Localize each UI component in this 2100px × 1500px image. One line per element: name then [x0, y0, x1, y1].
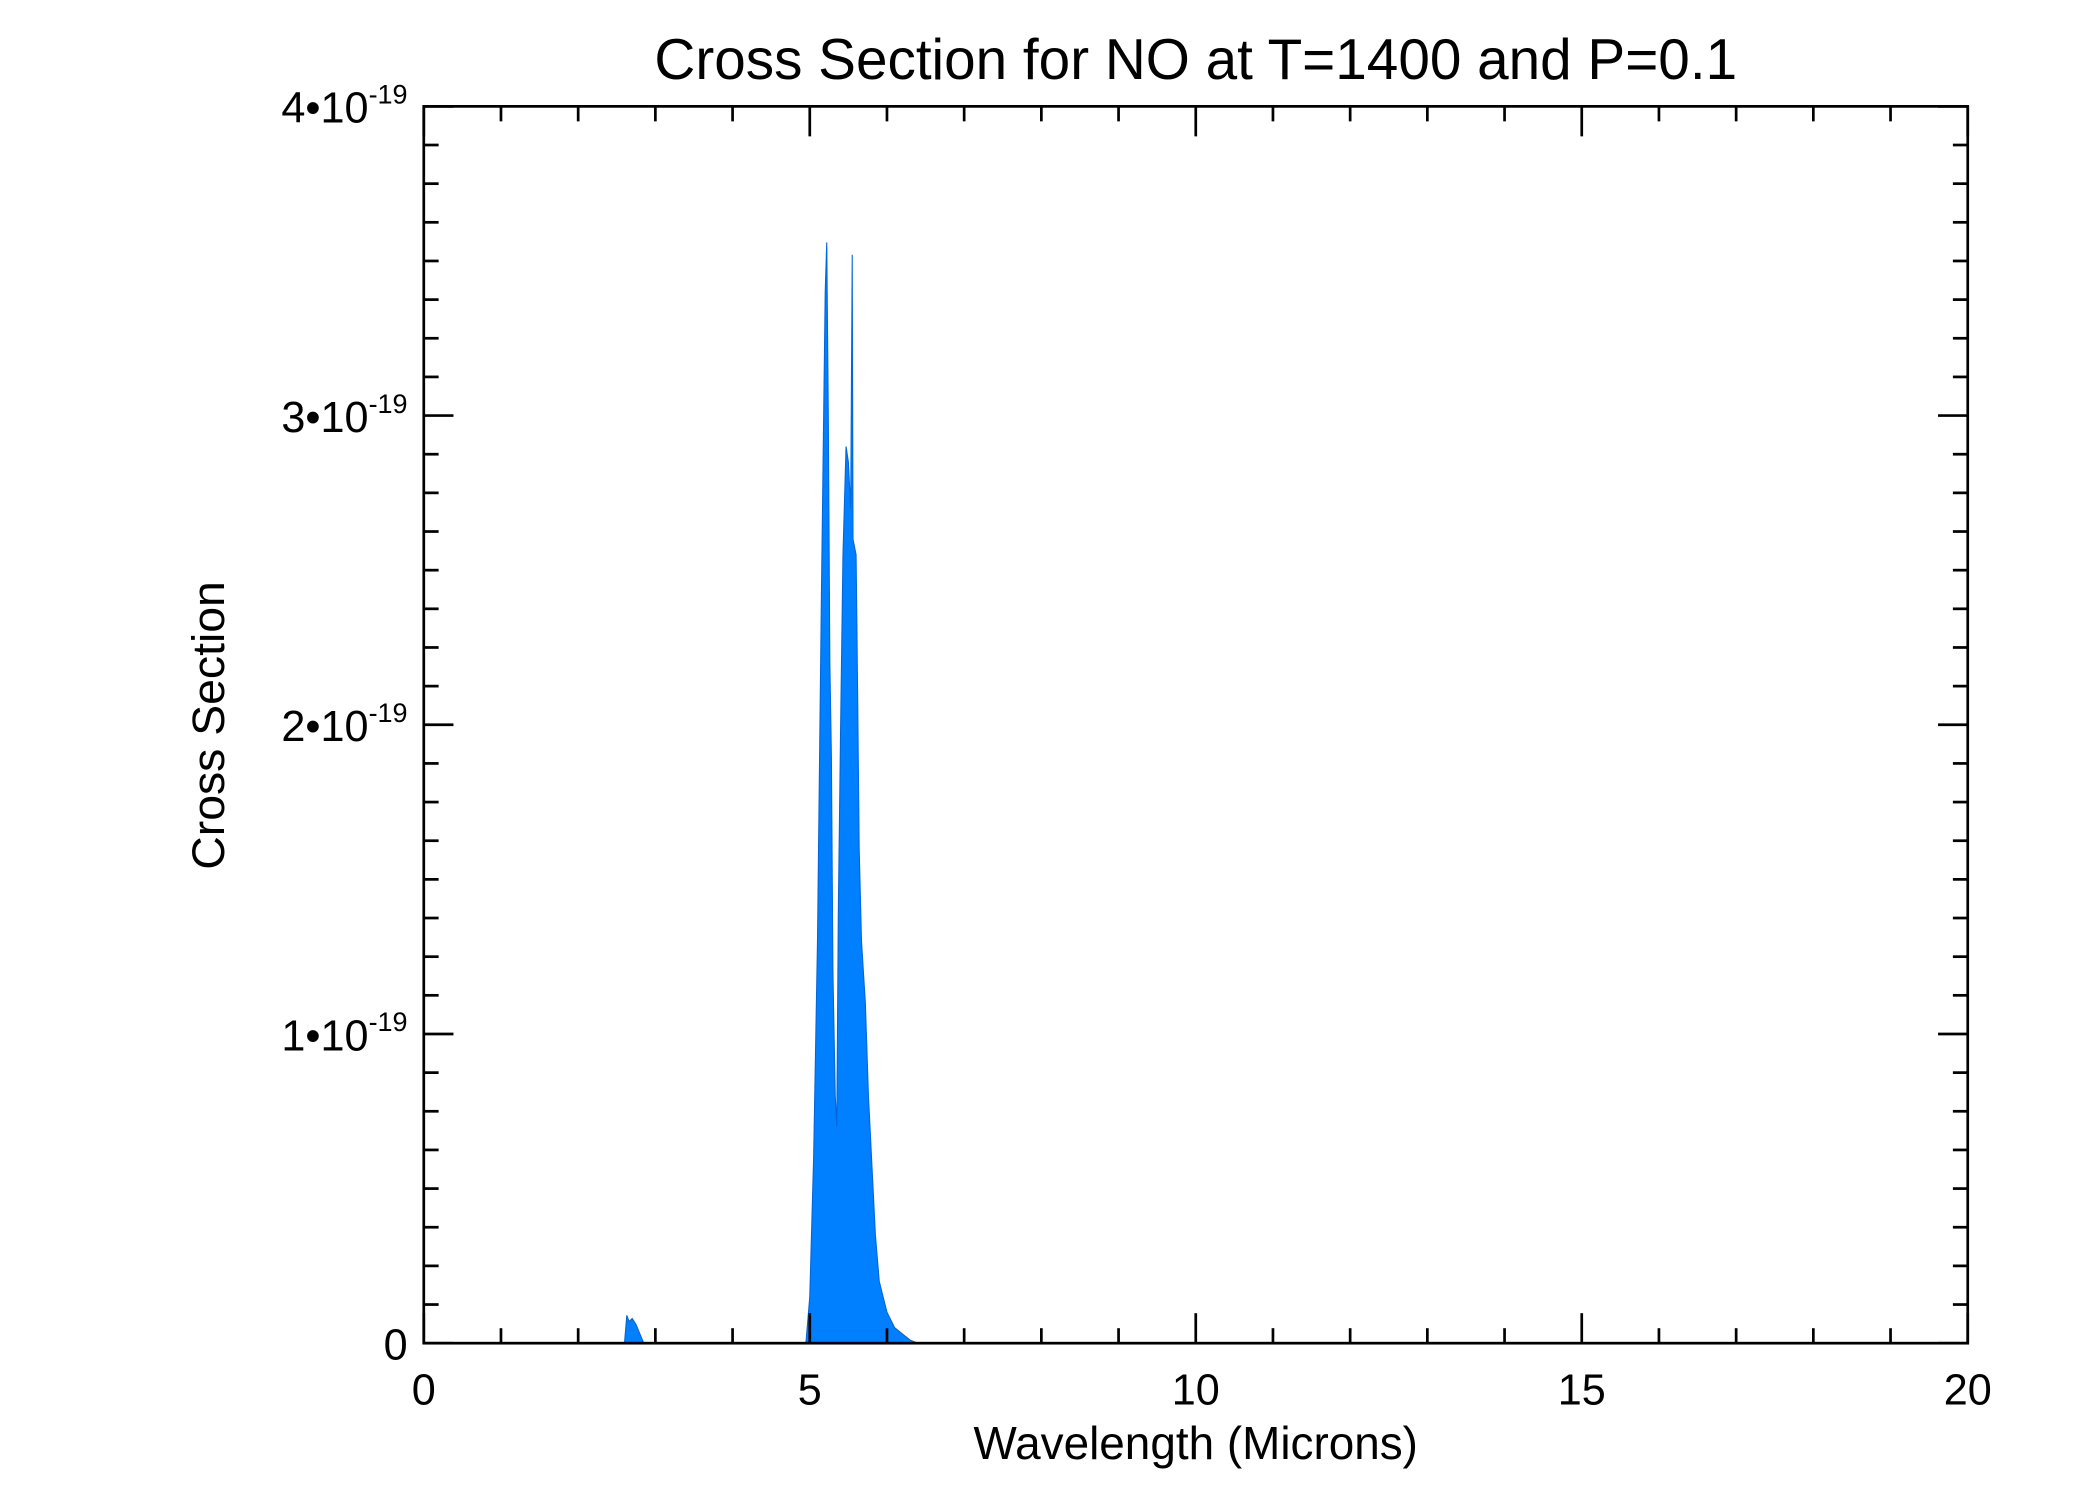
- y-tick-label: 3•10-19: [281, 388, 407, 442]
- axis-ticks: [422, 104, 1970, 1345]
- y-tick-exponent: -19: [369, 388, 408, 419]
- y-tick-mantissa: 2•10: [281, 703, 368, 751]
- x-tick-labels: 0 5 10 15 20: [412, 1366, 1992, 1414]
- x-tick-label: 20: [1944, 1366, 1992, 1414]
- y-tick-exponent: -19: [369, 79, 408, 110]
- y-tick-label: 4•10-19: [281, 79, 407, 133]
- y-tick-labels: 01•10-192•10-193•10-194•10-19: [281, 79, 407, 1370]
- y-tick-exponent: -19: [369, 1006, 408, 1037]
- y-tick-mantissa: 0: [384, 1321, 408, 1369]
- y-tick-mantissa: 3•10: [281, 394, 368, 442]
- x-axis-label: Wavelength (Microns): [974, 1417, 1418, 1469]
- y-tick-mantissa: 1•10: [281, 1012, 368, 1060]
- series-area: [423, 242, 1968, 1344]
- y-tick-label: 0: [384, 1321, 408, 1369]
- y-tick-label: 1•10-19: [281, 1006, 407, 1060]
- x-tick-label: 15: [1558, 1366, 1606, 1414]
- y-tick-label: 2•10-19: [281, 697, 407, 751]
- y-tick-exponent: -19: [369, 697, 408, 728]
- x-tick-label: 5: [798, 1366, 822, 1414]
- x-tick-label: 10: [1172, 1366, 1220, 1414]
- x-tick-label: 0: [412, 1366, 436, 1414]
- plot-frame: [422, 105, 1970, 1345]
- y-tick-mantissa: 4•10: [281, 85, 368, 133]
- y-axis-label: Cross Section: [182, 581, 234, 869]
- chart-title: Cross Section for NO at T=1400 and P=0.1: [654, 28, 1737, 92]
- plot-area: [423, 242, 1968, 1344]
